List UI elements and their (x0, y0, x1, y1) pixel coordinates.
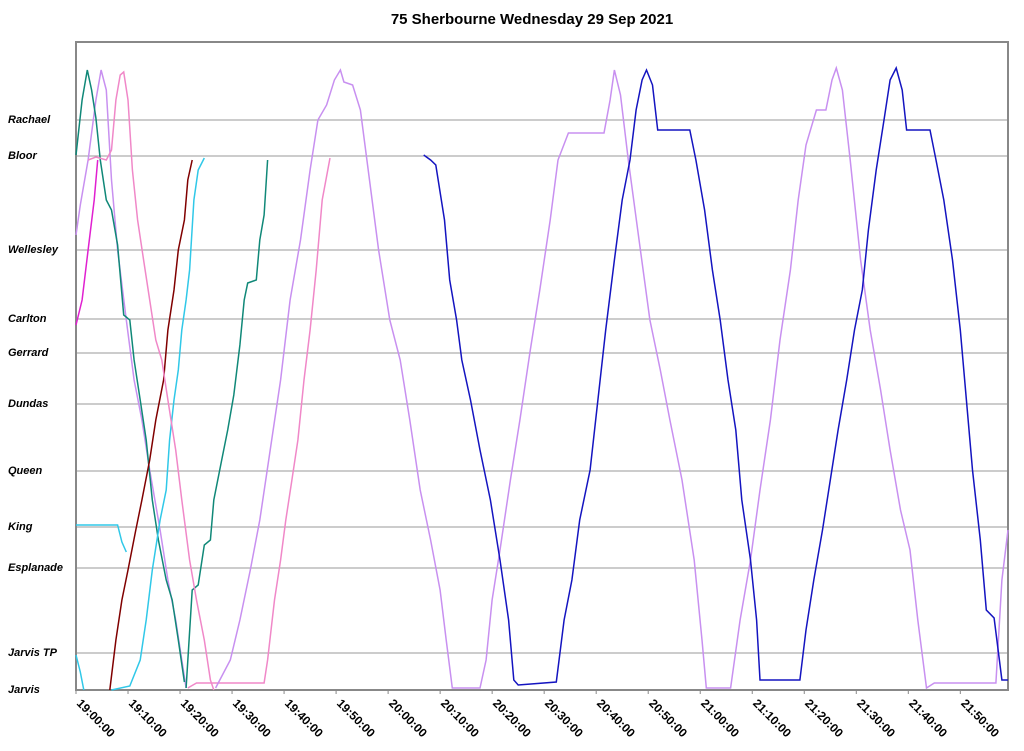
series-line (87, 70, 215, 691)
series-line (214, 65, 1009, 690)
y-tick-label: Rachael (8, 114, 51, 126)
x-tick-label: 20:40:00 (594, 696, 638, 740)
y-tick-label: King (8, 521, 33, 533)
x-tick-label: 21:00:00 (698, 696, 742, 740)
x-tick-label: 19:50:00 (334, 696, 378, 740)
x-tick-label: 20:00:00 (386, 696, 430, 740)
series-line (185, 159, 269, 689)
y-tick-label: Esplanade (8, 562, 63, 574)
x-tick-label: 19:10:00 (126, 696, 170, 740)
x-tick-label: 20:50:00 (646, 696, 690, 740)
x-tick-label: 21:40:00 (906, 696, 950, 740)
y-tick-label: Carlton (8, 313, 47, 325)
x-tick-label: 20:10:00 (438, 696, 482, 740)
x-tick-label: 19:40:00 (282, 696, 326, 740)
x-tick-label: 21:20:00 (802, 696, 846, 740)
chart-title: 75 Sherbourne Wednesday 29 Sep 2021 (391, 11, 673, 28)
x-tick-label: 21:30:00 (854, 696, 898, 740)
x-tick-label: 21:10:00 (750, 696, 794, 740)
y-tick-label: Dundas (8, 398, 48, 410)
x-tick-label: 20:20:00 (490, 696, 534, 740)
series-line (76, 524, 127, 553)
x-tick-label: 21:50:00 (958, 696, 1002, 740)
plot-frame (75, 41, 1009, 691)
series-line (75, 69, 187, 689)
series-line (187, 157, 331, 689)
y-tick-label: Jarvis TP (8, 647, 58, 659)
series-line (75, 654, 85, 691)
y-tick-label: Bloor (8, 150, 37, 162)
y-tick-label: Queen (8, 465, 43, 477)
y-tick-label: Wellesley (8, 244, 59, 256)
x-tick-label: 19:20:00 (178, 696, 222, 740)
y-tick-label: Gerrard (8, 347, 49, 359)
x-tick-label: 19:30:00 (230, 696, 274, 740)
series-line (75, 159, 99, 326)
series-line (109, 159, 193, 691)
y-tick-label: Jarvis (8, 684, 40, 696)
series-line (111, 157, 205, 691)
series-line (75, 69, 186, 683)
x-tick-label: 19:00:00 (74, 696, 118, 740)
x-tick-label: 20:30:00 (542, 696, 586, 740)
series-line (423, 65, 1008, 686)
